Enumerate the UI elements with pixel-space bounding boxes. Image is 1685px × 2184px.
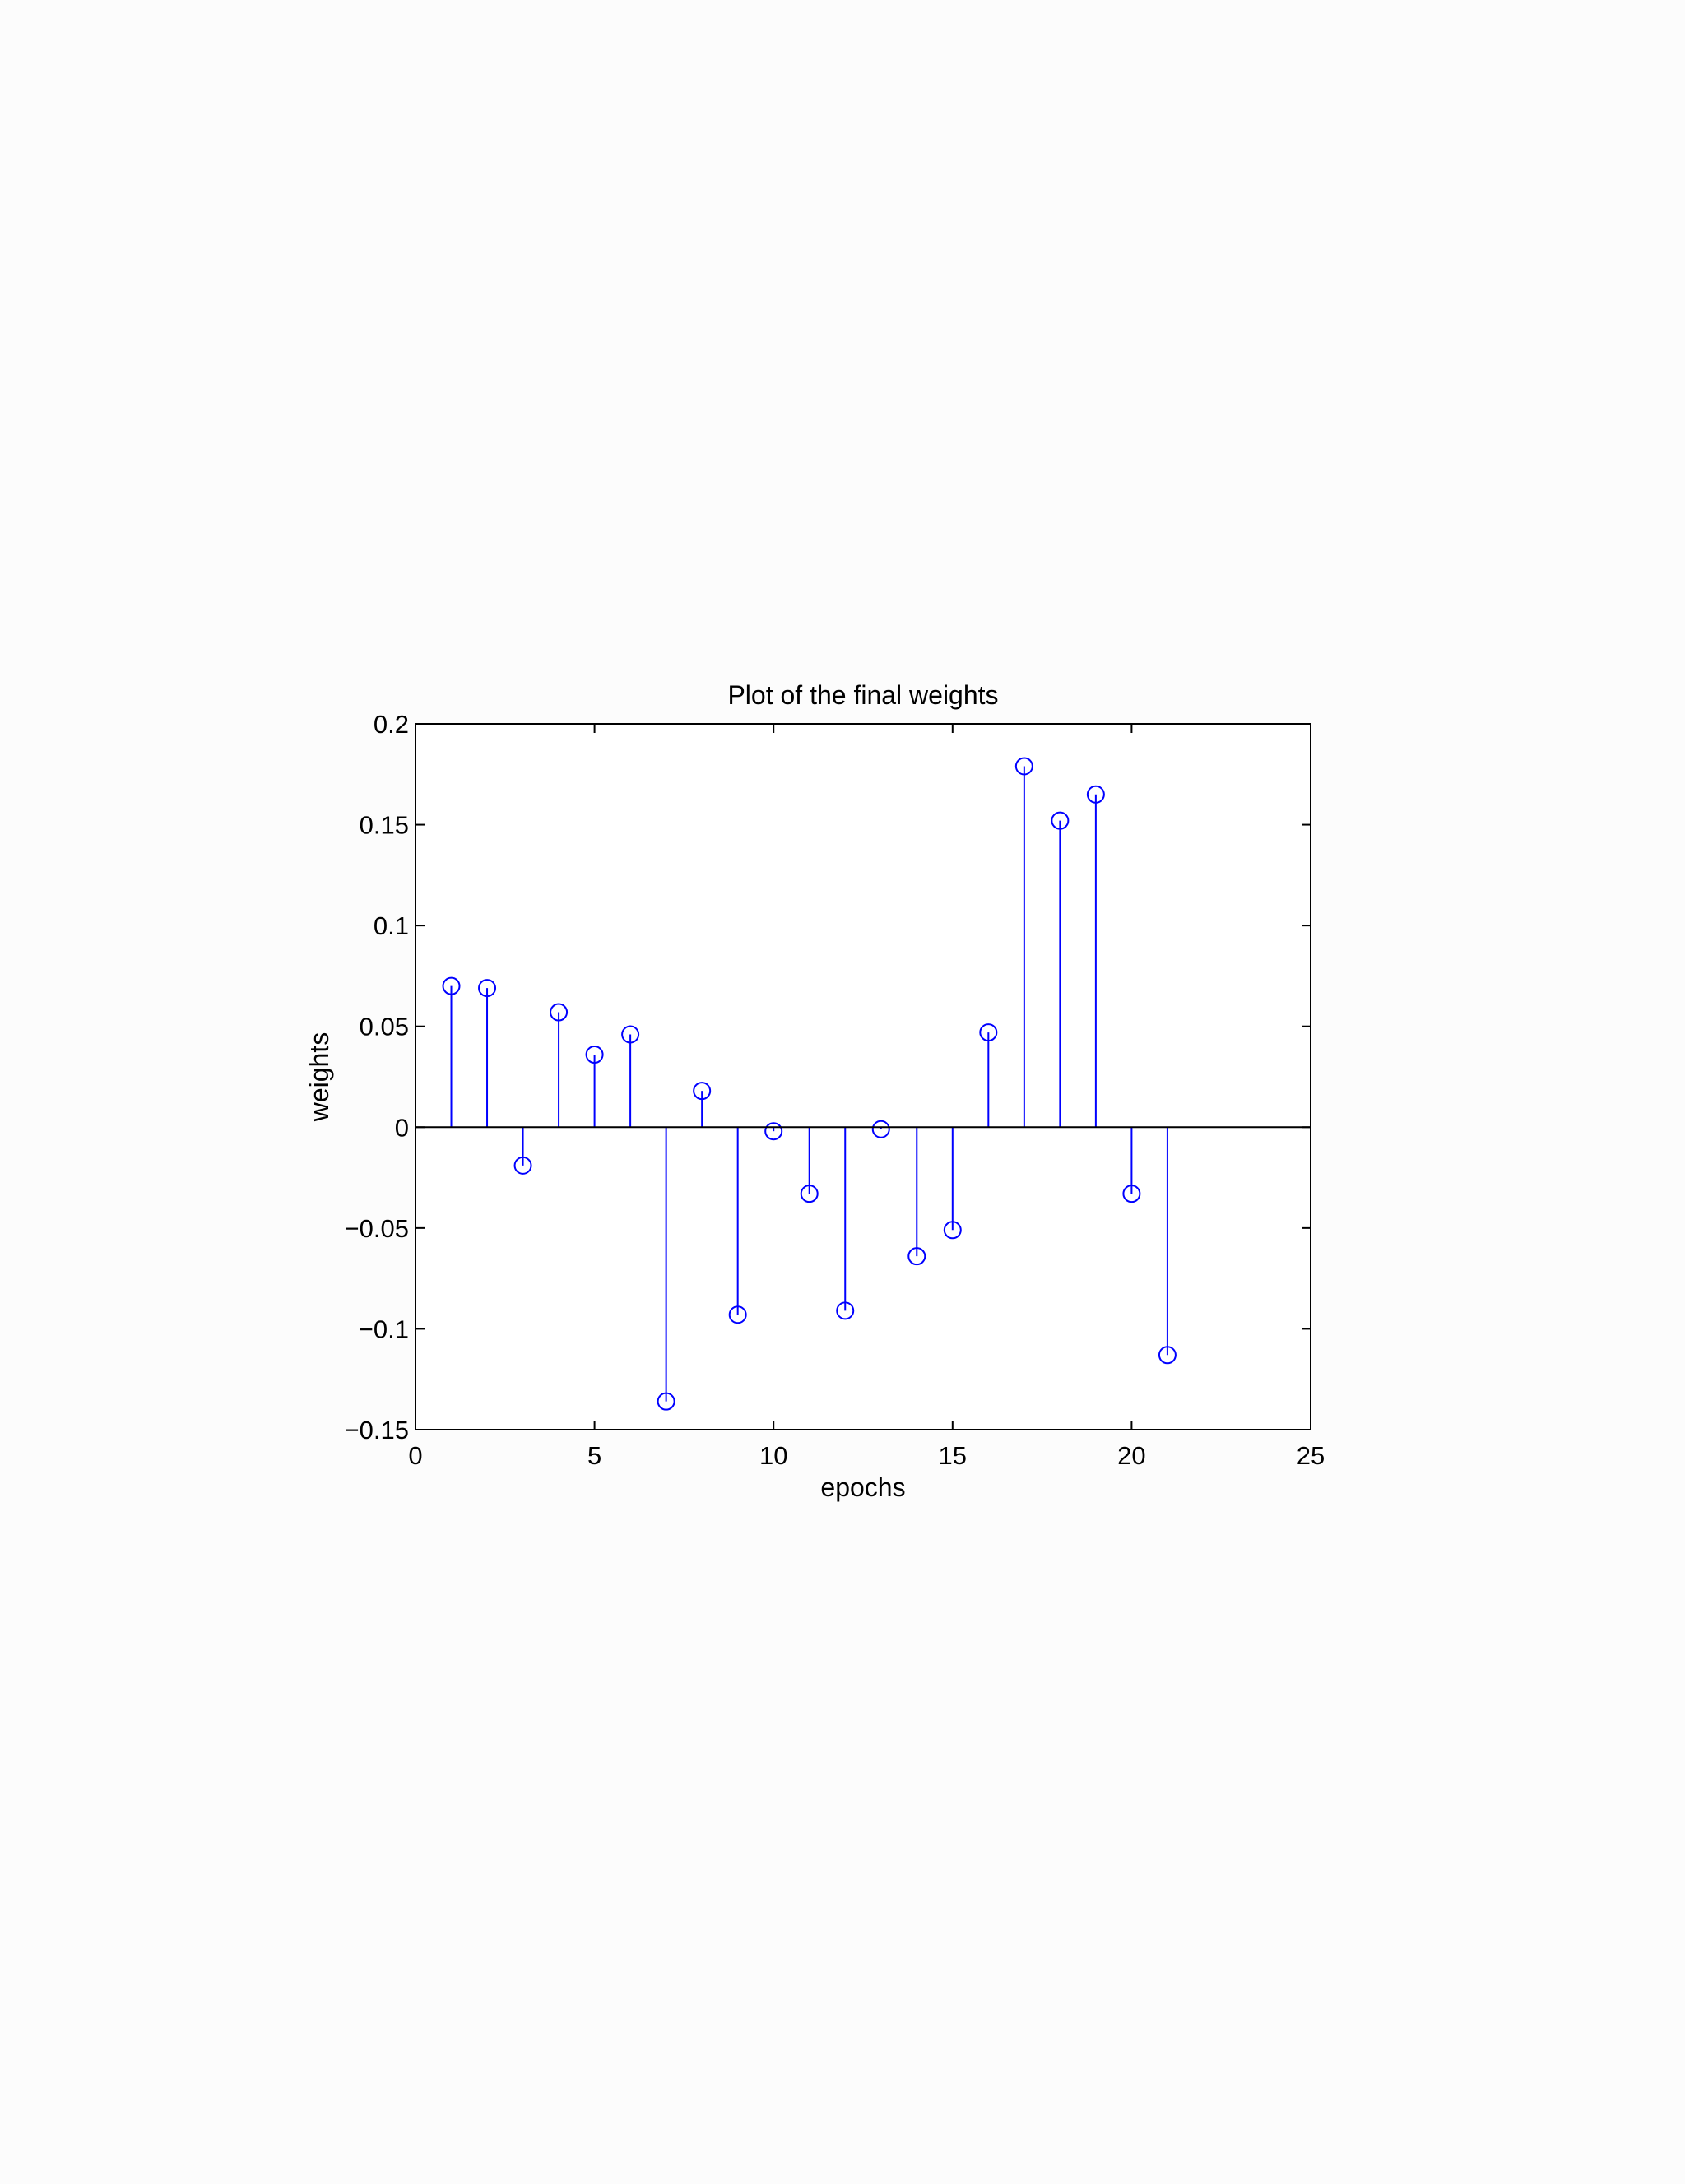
stem-marker	[550, 1003, 569, 1022]
stem-marker	[693, 1082, 712, 1101]
y-tick-label: 0	[395, 1113, 409, 1142]
stem-marker	[513, 1156, 532, 1175]
axes-box	[415, 723, 1311, 1430]
stem-marker	[478, 979, 497, 998]
stem-marker	[728, 1305, 747, 1324]
stem-marker	[585, 1046, 604, 1064]
x-tick-label: 15	[939, 1441, 967, 1470]
x-axis-title: epochs	[820, 1472, 905, 1502]
stem-marker	[979, 1023, 998, 1042]
x-tick-label: 5	[587, 1441, 601, 1470]
x-tick-label: 10	[759, 1441, 787, 1470]
y-tick-labels: −0.15 −0.1 −0.05 0 0.05 0.1 0.15 0.2	[345, 710, 409, 1444]
stem-marker	[764, 1122, 783, 1141]
y-tick-label: 0.2	[374, 710, 409, 739]
stem-marker	[1086, 785, 1105, 804]
y-tick-label: −0.05	[345, 1214, 409, 1243]
stem-series	[442, 757, 1177, 1411]
stem-marker	[1051, 811, 1070, 830]
y-tick-label: −0.15	[345, 1416, 409, 1444]
stem-marker	[871, 1120, 890, 1138]
y-tick-label: 0.15	[360, 811, 409, 840]
stem-marker	[442, 976, 461, 995]
stem-marker	[1158, 1346, 1177, 1365]
stem-marker	[657, 1392, 675, 1411]
stem-marker	[800, 1185, 819, 1203]
chart-title: Plot of the final weights	[727, 680, 998, 710]
plot-background	[415, 724, 1311, 1430]
x-tick-label: 0	[408, 1441, 422, 1470]
stem-marker	[621, 1025, 640, 1044]
y-tick-label: 0.1	[374, 911, 409, 940]
stem-marker	[1122, 1185, 1141, 1203]
stem-marker	[836, 1301, 855, 1320]
y-tick-label: 0.05	[360, 1013, 409, 1041]
stem-marker	[943, 1221, 962, 1240]
x-tick-label: 25	[1297, 1441, 1325, 1470]
x-tick-labels: 0 5 10 15 20 25	[408, 1441, 1325, 1470]
y-axis-title: weights	[304, 1032, 334, 1123]
y-tick-label: −0.1	[359, 1315, 409, 1343]
stem-marker	[907, 1247, 926, 1266]
x-tick-label: 20	[1117, 1441, 1145, 1470]
stem-marker	[1014, 757, 1033, 776]
